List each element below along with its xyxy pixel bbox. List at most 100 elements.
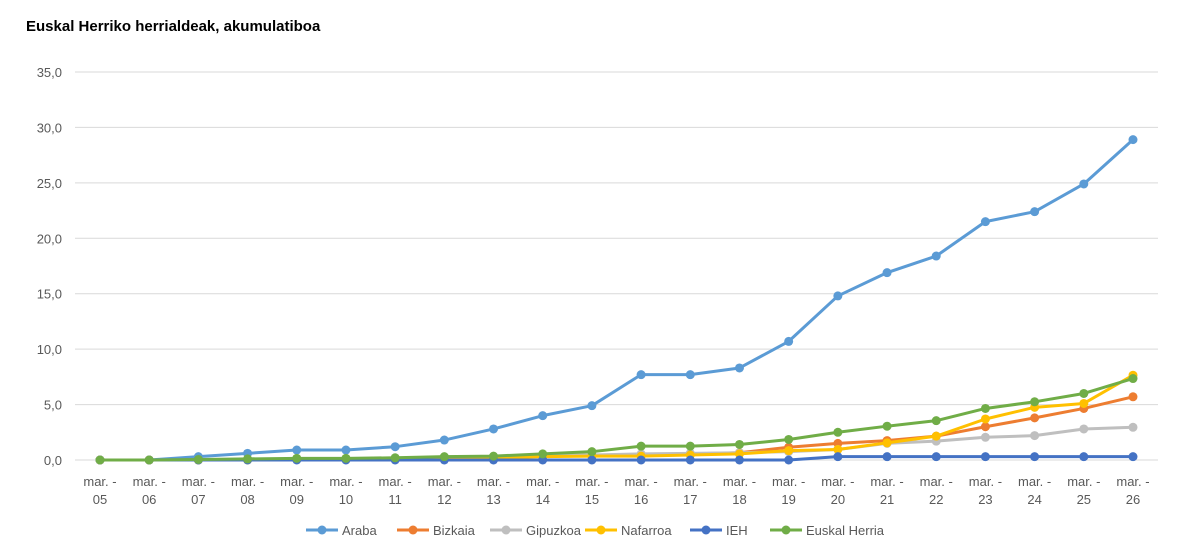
data-point [1030, 431, 1040, 441]
data-point [636, 441, 646, 451]
data-point [587, 455, 597, 465]
data-point [734, 439, 744, 449]
data-point [784, 446, 794, 456]
data-point [1030, 207, 1040, 217]
legend-label: IEH [726, 523, 748, 538]
series-line-araba [100, 138, 1135, 462]
data-point [882, 421, 892, 431]
data-point [95, 455, 105, 465]
legend-marker [317, 525, 327, 535]
data-point [980, 217, 990, 227]
data-point [193, 454, 203, 464]
y-tick-label: 35,0 [37, 65, 62, 80]
data-point [734, 455, 744, 465]
data-point [292, 453, 302, 463]
legend-label: Gipuzkoa [526, 523, 582, 538]
x-tick-label: mar. -21 [870, 474, 903, 507]
data-point [833, 452, 843, 462]
x-tick-label: mar. -15 [575, 474, 608, 507]
data-point [734, 363, 744, 373]
legend-label: Araba [342, 523, 377, 538]
data-point [489, 424, 499, 434]
data-point [980, 452, 990, 462]
data-point [685, 370, 695, 380]
x-tick-label: mar. -26 [1116, 474, 1149, 507]
y-tick-label: 5,0 [44, 398, 62, 413]
data-point [980, 414, 990, 424]
data-point [931, 251, 941, 261]
x-tick-label: mar. -14 [526, 474, 559, 507]
data-point [341, 453, 351, 463]
data-point [538, 449, 548, 459]
legend-label: Bizkaia [433, 523, 476, 538]
data-point [931, 452, 941, 462]
data-point [1128, 422, 1138, 432]
x-tick-label: mar. -25 [1067, 474, 1100, 507]
data-point [833, 291, 843, 301]
y-tick-label: 20,0 [37, 231, 62, 246]
legend-marker [408, 525, 418, 535]
legend-marker [701, 525, 711, 535]
x-tick-label: mar. -23 [969, 474, 1002, 507]
y-tick-label: 0,0 [44, 453, 62, 468]
data-point [1030, 397, 1040, 407]
data-point [1030, 452, 1040, 462]
chart-title: Euskal Herriko herrialdeak, akumulatiboa [26, 18, 321, 35]
legend-marker [501, 525, 511, 535]
data-point [489, 451, 499, 461]
data-point [1128, 452, 1138, 462]
data-point [685, 441, 695, 451]
data-point [636, 370, 646, 380]
data-point [390, 453, 400, 463]
data-point [784, 336, 794, 346]
data-point [390, 442, 400, 452]
data-point [439, 452, 449, 462]
data-point [1128, 374, 1138, 384]
data-point [439, 435, 449, 445]
x-tick-label: mar. -10 [329, 474, 362, 507]
data-point [980, 403, 990, 413]
data-point [292, 445, 302, 455]
data-point [587, 447, 597, 457]
data-point [341, 445, 351, 455]
series-line-euskal-herria [100, 377, 1134, 462]
data-point [685, 455, 695, 465]
x-tick-label: mar. -06 [133, 474, 166, 507]
data-point [931, 416, 941, 426]
x-tick-label: mar. -11 [379, 474, 412, 507]
data-point [1079, 452, 1089, 462]
x-tick-label: mar. -05 [83, 474, 116, 507]
data-point [833, 427, 843, 437]
data-point [1079, 424, 1089, 434]
y-tick-label: 25,0 [37, 176, 62, 191]
data-point [587, 401, 597, 411]
data-point [882, 268, 892, 278]
data-point [538, 411, 548, 421]
data-point [144, 455, 154, 465]
data-point [931, 431, 941, 441]
data-point [980, 422, 990, 432]
data-point [1079, 388, 1089, 398]
x-tick-label: mar. -08 [231, 474, 264, 507]
data-point [1128, 392, 1138, 402]
data-point [1079, 398, 1089, 408]
x-tick-label: mar. -22 [920, 474, 953, 507]
x-tick-label: mar. -13 [477, 474, 510, 507]
x-tick-label: mar. -19 [772, 474, 805, 507]
legend-label: Euskal Herria [806, 523, 885, 538]
y-tick-label: 30,0 [37, 120, 62, 135]
data-point [1079, 179, 1089, 189]
data-point [636, 455, 646, 465]
data-point [784, 434, 794, 444]
x-tick-label: mar. -20 [821, 474, 854, 507]
x-tick-label: mar. -24 [1018, 474, 1051, 507]
y-tick-label: 15,0 [37, 287, 62, 302]
legend-label: Nafarroa [621, 523, 672, 538]
x-tick-label: mar. -12 [428, 474, 461, 507]
x-tick-label: mar. -18 [723, 474, 756, 507]
data-point [1128, 135, 1138, 145]
x-tick-label: mar. -07 [182, 474, 215, 507]
data-point [243, 454, 253, 464]
